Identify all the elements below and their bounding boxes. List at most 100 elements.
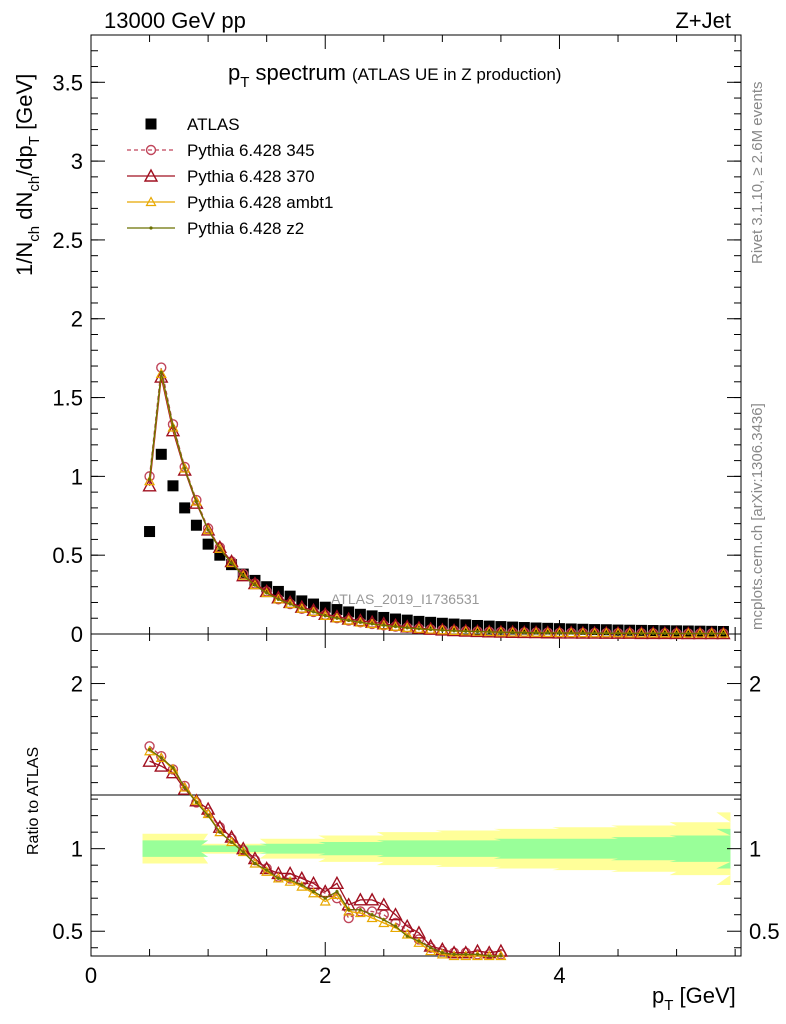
ratio-point-3: [358, 908, 362, 912]
ratio-y-tick-label-right: 2: [749, 672, 761, 697]
data-point-4: [335, 616, 339, 620]
ratio-point-2: [436, 948, 448, 959]
data-point-4: [206, 528, 210, 532]
ratio-point-3: [335, 890, 339, 894]
legend-marker: [145, 144, 157, 156]
ratio-point-3: [276, 876, 280, 880]
data-point-2: [200, 522, 216, 536]
ratio-point-1: [353, 892, 368, 906]
data-point-4: [546, 631, 550, 635]
ratio-point-3: [347, 908, 351, 912]
data-point-0: [706, 625, 718, 637]
ratio-point-3: [499, 954, 503, 958]
ratio-point-1: [154, 758, 169, 772]
ratio-y-axis: 0.5 0.5 1 1 2 2: [52, 650, 780, 949]
data-point-4: [393, 624, 398, 629]
header-energy: 13000 GeV pp: [104, 8, 246, 33]
data-point-0: [717, 625, 729, 637]
ratio-point-2: [460, 950, 472, 961]
ratio-point-3: [218, 830, 222, 834]
data-point-4: [628, 631, 632, 635]
y-tick-label: 1: [71, 464, 83, 489]
ratio-point-1: [446, 945, 462, 959]
header-process: Z+Jet: [675, 8, 731, 33]
title-sub: T: [240, 74, 249, 91]
y-tick-label: 3.5: [52, 70, 83, 95]
data-point-2: [236, 568, 251, 582]
data-point-0: [659, 625, 671, 637]
title-p: p: [228, 60, 240, 85]
data-point-4: [511, 630, 515, 635]
ratio-point-2: [272, 872, 284, 883]
ratio-point-1: [294, 870, 309, 885]
ratio-y-tick-label-right: 1: [749, 837, 761, 862]
data-point-2: [142, 478, 157, 492]
data-point-4: [581, 631, 585, 635]
ratio-series-layer: [142, 741, 509, 961]
data-point-4: [499, 630, 503, 634]
data-point-4: [159, 370, 163, 374]
data-point-4: [417, 627, 421, 631]
ratio-point-2: [155, 752, 167, 762]
data-point-4: [651, 631, 655, 635]
y-tick-label: 1.5: [52, 386, 83, 411]
data-point-4: [698, 631, 702, 636]
ratio-point-3: [206, 814, 210, 818]
data-point-0: [190, 519, 202, 531]
ratio-point-3: [452, 952, 456, 956]
ratio-point-1: [376, 897, 391, 911]
ratio-point-1: [329, 875, 345, 890]
legend-marker: [143, 168, 159, 182]
data-point-3: [214, 543, 226, 553]
ratio-point-1: [458, 945, 473, 959]
x-tick-label: 0: [85, 963, 97, 988]
x-tick-label: 4: [553, 963, 565, 988]
data-point-4: [522, 630, 526, 635]
data-point-2: [165, 423, 181, 437]
ratio-point-1: [400, 918, 415, 932]
ratio-point-1: [282, 865, 298, 880]
ratio-y-tick-label: 0.5: [52, 919, 83, 944]
data-point-0: [671, 625, 683, 637]
data-point-4: [686, 631, 690, 636]
ratio-point-3: [171, 766, 175, 770]
ratio-y-tick-label: 2: [71, 672, 83, 697]
ratio-point-2: [448, 950, 460, 961]
legend-marker: [145, 196, 157, 207]
ratio-point-1: [142, 753, 157, 767]
main-y-label: 1/Nch dNch/dpT [GeV]: [12, 74, 43, 276]
legend-marker: [145, 118, 157, 130]
y-tick-label: 2: [71, 307, 83, 332]
ratio-y-tick-label: 1: [71, 837, 83, 862]
data-point-4: [276, 597, 280, 601]
legend-label: Pythia 6.428 z2: [187, 219, 304, 238]
data-point-0: [179, 502, 191, 514]
data-point-4: [358, 620, 362, 624]
series-line-4: [148, 372, 724, 635]
data-point-2: [423, 621, 438, 635]
data-point-0: [694, 625, 706, 637]
legend-label: Pythia 6.428 ambt1: [187, 193, 333, 212]
ratio-point-2: [378, 917, 390, 928]
data-point-4: [452, 629, 456, 633]
legend-label: Pythia 6.428 370: [187, 167, 315, 186]
ratio-point-3: [429, 946, 433, 950]
data-point-4: [475, 630, 480, 634]
ratio-y-label: Ratio to ATLAS: [25, 747, 42, 855]
ratio-point-2: [343, 905, 355, 916]
main-y-axis: 0 0.5 1 1.5 2 2.5 3 3.5: [52, 50, 741, 647]
ratio-point-3: [229, 840, 234, 844]
data-point-3: [167, 421, 179, 432]
ratio-point-0: [343, 912, 354, 924]
data-point-4: [382, 623, 386, 627]
data-point-4: [440, 628, 444, 632]
legend-marker: [149, 226, 153, 230]
data-point-4: [487, 630, 491, 634]
data-point-4: [604, 631, 608, 635]
data-point-4: [347, 618, 351, 623]
ratio-point-3: [393, 924, 398, 928]
ratio-point-2: [249, 857, 261, 868]
x-axis-label: pT [GeV]: [652, 983, 736, 1014]
data-point-3: [190, 495, 202, 506]
